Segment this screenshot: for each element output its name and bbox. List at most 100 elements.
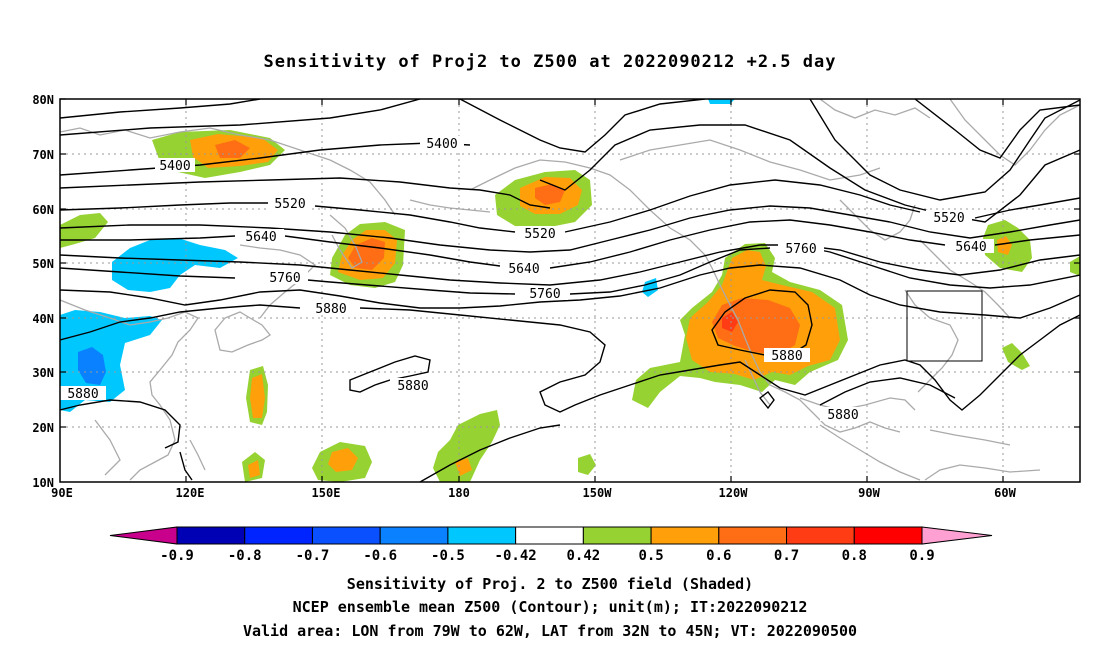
- coast-okhotsk: [239, 244, 317, 319]
- caption-valid-area: Valid area: LON from 79W to 62W, LAT fro…: [243, 622, 857, 640]
- lon-tick-label: 90E: [51, 486, 73, 500]
- colorbar-tick-label: 0.9: [909, 548, 934, 564]
- contour-label: 5520: [274, 197, 305, 212]
- coast-hudson: [839, 199, 916, 241]
- colorbar-tick-label: 0.7: [774, 548, 799, 564]
- contour-5460: [60, 177, 551, 209]
- orange-region-canada-east: [997, 236, 1012, 255]
- lon-tick-label: 120E: [176, 486, 205, 500]
- positive-region-pacific-d: [433, 410, 500, 482]
- coast-asia-east: [60, 299, 199, 481]
- coast-kamchatka: [329, 214, 363, 269]
- contour-label: 5760: [785, 242, 816, 257]
- contour-5760: [60, 245, 1080, 295]
- negative-region-pacific: [642, 278, 658, 297]
- contour-5400-c: [914, 99, 1080, 159]
- lat-tick-label: 20N: [32, 421, 54, 435]
- map-title: Sensitivity of Proj2 to Z500 at 20220902…: [264, 52, 837, 72]
- colorbar-left-triangle: [109, 526, 178, 545]
- contour-5820: [60, 264, 1080, 319]
- lat-tick-label: 30N: [32, 366, 54, 380]
- contour-labels: 5400 5400 5520 5520 5520 5640 5640 5640 …: [60, 136, 994, 423]
- lon-tick-label: 150W: [583, 486, 613, 500]
- positive-region-atlantic: [1002, 343, 1030, 370]
- coast-indochina: [94, 419, 121, 476]
- map-frame: [59, 98, 1081, 483]
- lat-tick-label: 40N: [32, 312, 54, 326]
- colorbar-right-triangle: [921, 526, 993, 545]
- contour-5400-b: [539, 124, 1080, 223]
- contour-label: 5400: [426, 137, 457, 152]
- colorbar-swatch: [853, 526, 923, 545]
- positive-region-left-edge: [60, 213, 108, 248]
- colorbar-tick-label: -0.8: [228, 548, 262, 564]
- contour-label: 5880: [67, 387, 98, 402]
- lon-tick-label: 90W: [858, 486, 880, 500]
- positive-region-right-edge: [1070, 256, 1080, 276]
- coast-arctic-islands: [819, 99, 931, 119]
- colorbar-tick-label: 0.6: [706, 548, 731, 564]
- colorbar-swatch: [786, 526, 855, 545]
- colorbar-tick-label: 0.5: [638, 548, 663, 564]
- lon-tick-label: 120W: [719, 486, 749, 500]
- lat-tick-label: 60N: [32, 203, 54, 217]
- colorbar-tick-label: 0.8: [842, 548, 867, 564]
- coast-south-america: [924, 464, 1041, 481]
- contour-5280: [60, 99, 421, 136]
- lon-tick-label: 180: [448, 486, 470, 500]
- contour-5520: [60, 179, 1080, 233]
- longitude-labels: 90E 120E 150E 180 150W 120W 90W 60W: [51, 486, 1016, 500]
- lat-tick-label: 80N: [32, 93, 54, 107]
- colorbar-swatch: [244, 526, 313, 545]
- coast-greenland: [949, 99, 1080, 166]
- contour-5280-b: [60, 99, 261, 119]
- orange-region-pacific-a: [250, 374, 265, 418]
- colorbar-swatch: [582, 526, 652, 545]
- contour-label: 5520: [933, 211, 964, 226]
- latitude-labels: 80N 70N 60N 50N 40N 30N 20N 10N: [32, 93, 54, 490]
- lat-tick-label: 50N: [32, 257, 54, 271]
- contour-small-loop: [759, 391, 775, 410]
- contour-label: 5640: [508, 262, 539, 277]
- contour-5880-gulf: [819, 377, 956, 406]
- positive-region-pacific-e: [578, 454, 596, 475]
- negative-region-siberia: [112, 238, 238, 292]
- caption-shaded: Sensitivity of Proj. 2 to Z500 field (Sh…: [347, 575, 753, 593]
- contour-label: 5760: [269, 271, 300, 286]
- colorbar-labels: -0.9 -0.8 -0.7 -0.6 -0.5 -0.42 0.42 0.5 0.6 0.7 0.…: [160, 548, 935, 564]
- orange-region-pacific-c: [328, 448, 358, 472]
- colorbar-swatch: [176, 526, 246, 545]
- z500-contours: [60, 99, 1080, 482]
- lon-tick-label: 60W: [994, 486, 1016, 500]
- contour-label: 5640: [955, 240, 986, 255]
- contour-5580: [60, 205, 1080, 253]
- darkorange-region-kamchatka: [348, 238, 385, 270]
- colorbar-swatch: [515, 526, 584, 545]
- contour-label: 5880: [771, 349, 802, 364]
- map-area: 5400 5400 5520 5520 5520 5640 5640 5640 …: [60, 99, 1080, 482]
- coast-east-canada: [919, 239, 1011, 319]
- colorbar-tick-label: -0.7: [296, 548, 330, 564]
- contour-5700: [60, 244, 1080, 286]
- negative-core-asia: [78, 347, 106, 385]
- contour-label: 5520: [524, 227, 555, 242]
- contour-5340-alaska: [459, 99, 706, 153]
- contour-5880-pacific: [349, 355, 431, 393]
- contour-label: 5880: [315, 302, 346, 317]
- red-core-western-us: [722, 312, 738, 332]
- colorbar-tick-label: -0.6: [363, 548, 397, 564]
- darkorange-region-alaska: [535, 184, 565, 205]
- colorbar-tick-label: -0.5: [431, 548, 465, 564]
- lat-tick-label: 10N: [32, 476, 54, 490]
- contour-label: 5640: [245, 230, 276, 245]
- caption-contour: NCEP ensemble mean Z500 (Contour); unit(…: [293, 598, 808, 616]
- colorbar-tick-label: -0.9: [160, 548, 194, 564]
- contour-5940-south: [179, 424, 561, 482]
- coast-philippines: [189, 439, 206, 471]
- coast-central-america: [819, 424, 921, 481]
- contour-label: 5880: [827, 408, 858, 423]
- contour-5880-closed-us: [711, 289, 813, 356]
- contour-5880-westpac: [60, 399, 181, 449]
- coast-caribbean: [929, 429, 1011, 446]
- coast-japan: [214, 311, 271, 353]
